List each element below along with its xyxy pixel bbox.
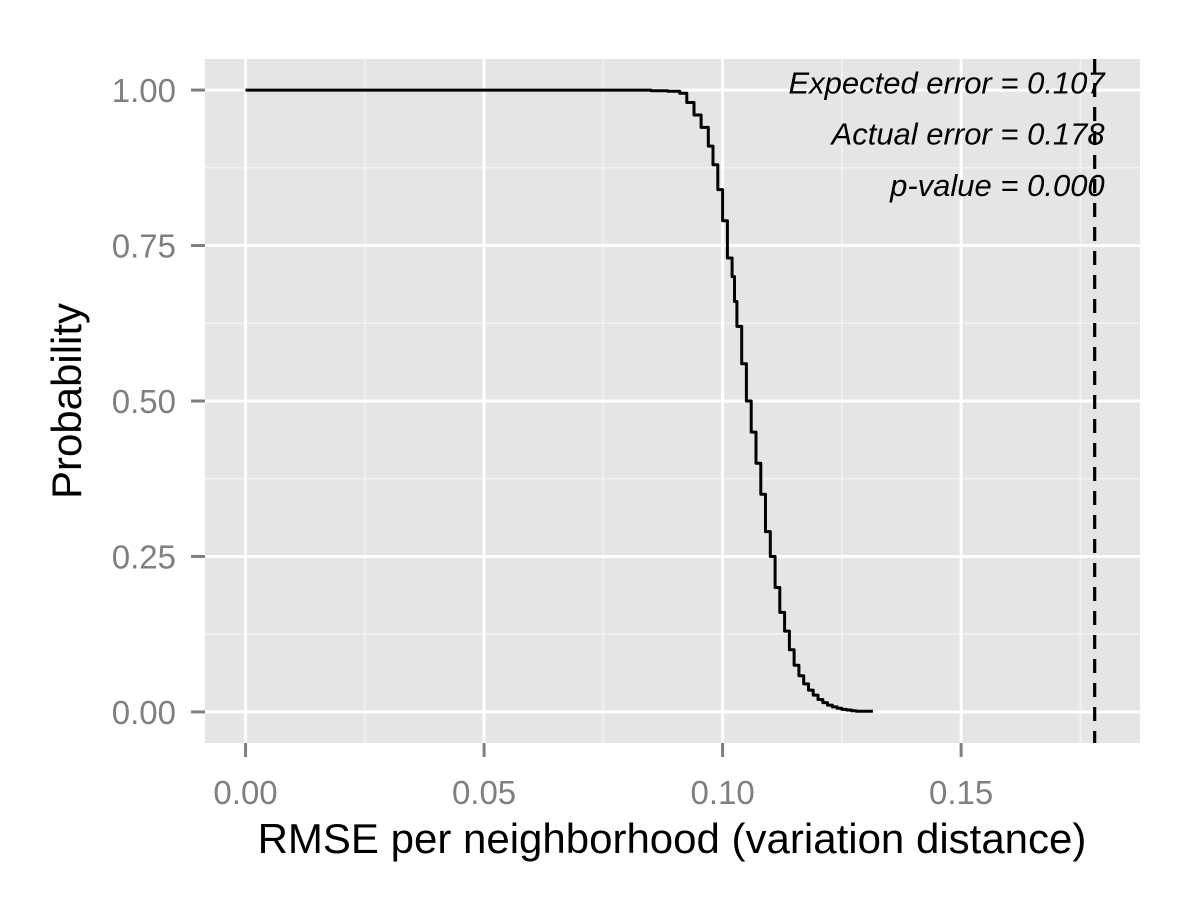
y-tick-label: 0.00: [112, 694, 176, 731]
x-tick-label: 0.10: [690, 774, 754, 811]
x-tick-label: 0.15: [929, 774, 993, 811]
annotation-text: Actual error = 0.178: [830, 117, 1106, 152]
ticks-layer: 0.00 0.05 0.10 0.15 0.00 0.25 0.50 0.75 1.00: [112, 72, 993, 811]
annotation-text: Expected error = 0.107: [788, 65, 1106, 100]
annotation-text: p-value = 0.000: [889, 168, 1105, 203]
y-tick-label: 0.25: [112, 538, 176, 575]
y-tick-label: 0.75: [112, 228, 176, 265]
series-layer: [245, 59, 1097, 743]
grid-layer: [205, 59, 1140, 743]
x-tick-label: 0.05: [452, 774, 516, 811]
series-line: [245, 88, 873, 713]
y-axis-title: Probability: [43, 303, 90, 499]
y-tick-label: 0.50: [112, 383, 176, 420]
y-tick-label: 1.00: [112, 72, 176, 109]
x-tick-label: 0.00: [213, 774, 277, 811]
x-axis-title: RMSE per neighborhood (variation distanc…: [258, 815, 1087, 862]
annotation-layer: Expected error = 0.107 Actual error = 0.1…: [788, 65, 1106, 203]
